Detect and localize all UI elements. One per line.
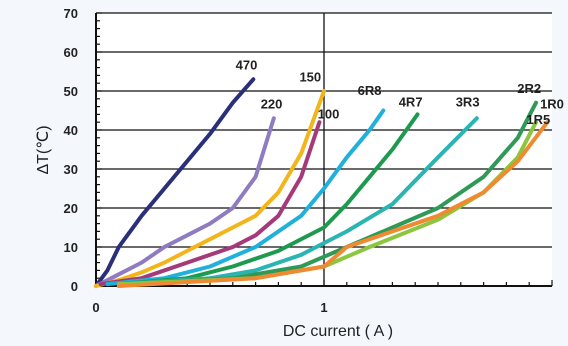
series-line-100 bbox=[98, 120, 322, 287]
y-tick-label: 50 bbox=[64, 84, 78, 99]
y-tick-label: 20 bbox=[64, 201, 78, 216]
series-line-470 bbox=[94, 77, 256, 288]
series-label-1r5: 1R5 bbox=[526, 112, 550, 127]
series-label-100: 100 bbox=[318, 106, 340, 121]
gridlines bbox=[96, 12, 552, 286]
series-line-2r2 bbox=[116, 100, 538, 287]
series-label-4r7: 4R7 bbox=[399, 95, 423, 110]
y-tick-label: 0 bbox=[71, 279, 78, 294]
y-tick-label: 40 bbox=[64, 123, 78, 138]
series-line-4r7 bbox=[116, 112, 420, 287]
series-line-6r8 bbox=[105, 108, 386, 287]
axes bbox=[95, 12, 553, 287]
y-tick-label: 60 bbox=[64, 45, 78, 60]
series-label-2r2: 2R2 bbox=[517, 81, 541, 96]
series-lines bbox=[94, 77, 550, 288]
y-tick-label: 10 bbox=[64, 240, 78, 255]
series-label-6r8: 6R8 bbox=[358, 83, 382, 98]
x-tick-label: 0 bbox=[92, 300, 99, 315]
series-line-220 bbox=[94, 116, 276, 288]
y-tick-label: 70 bbox=[64, 6, 78, 21]
x-tick-label: 1 bbox=[320, 300, 327, 315]
series-line-1r0 bbox=[116, 120, 550, 288]
series-line-150 bbox=[94, 89, 326, 288]
series-label-3r3: 3R3 bbox=[456, 95, 480, 110]
y-axis-title: ΔT(℃) bbox=[35, 125, 52, 174]
series-label-220: 220 bbox=[261, 97, 283, 112]
y-tick-label: 30 bbox=[64, 162, 78, 177]
tick-labels: 0 10 20 30 40 50 60 70 0 1 bbox=[64, 6, 328, 315]
series-label-150: 150 bbox=[299, 69, 321, 84]
series-label-470: 470 bbox=[236, 58, 258, 73]
x-axis-title: DC current ( A ) bbox=[283, 323, 393, 340]
series-line-3r3 bbox=[116, 116, 479, 287]
series-label-1r0: 1R0 bbox=[540, 97, 564, 112]
